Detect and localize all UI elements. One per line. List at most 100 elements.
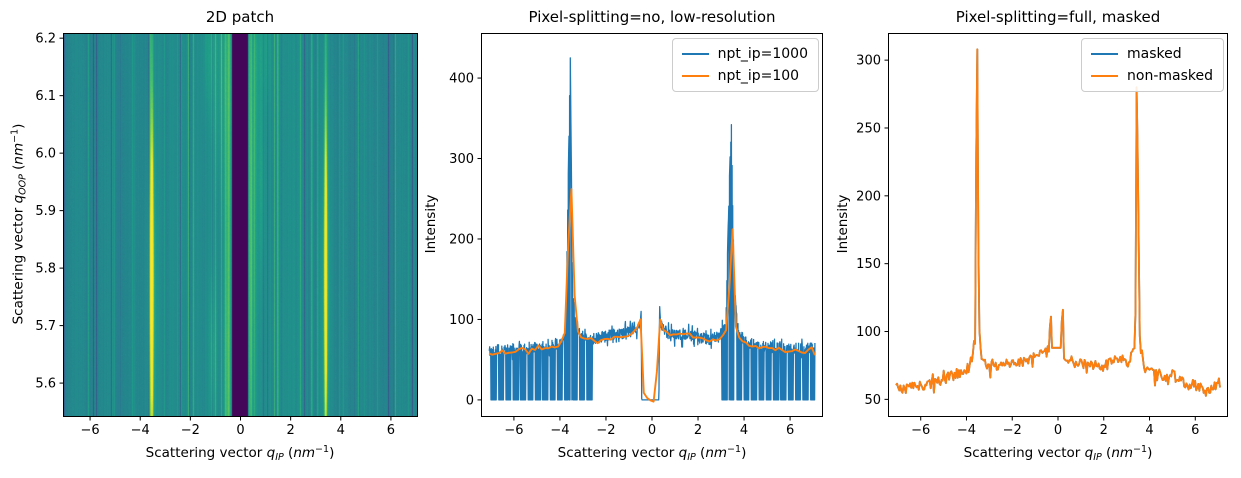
plot-title-2d-patch: 2D patch <box>205 8 275 26</box>
legend-line-swatch-blue <box>681 53 709 55</box>
unit-close: ) <box>329 445 335 461</box>
math-symbol: q <box>10 194 27 204</box>
math-subscript: OOP <box>17 174 29 195</box>
x-tick-label: −6 <box>504 423 523 438</box>
x-tick-label: 2 <box>287 423 295 438</box>
series-line-masked <box>895 48 1221 397</box>
legend-label: masked <box>1127 46 1182 62</box>
y-tick-label: 5.7 <box>35 319 56 334</box>
y-tick-label: 5.9 <box>35 204 56 219</box>
y-axis-label-intensity-right: Intensity <box>835 194 851 254</box>
unit-close: ) <box>741 445 747 461</box>
x-tick-label: 6 <box>786 423 794 438</box>
y-tick-label: 100 <box>856 325 881 340</box>
math-symbol: q <box>1084 445 1094 461</box>
x-axis-label-middle: Scattering vector qIP (nm−1) <box>558 444 747 463</box>
y-axis-label-qoop: Scattering vector qOOP (nm−1) <box>10 124 29 325</box>
unit-close: ) <box>1147 445 1153 461</box>
x-axis-label-text: Scattering vector <box>145 445 267 461</box>
line-chart-axes-right: −6 −4 −2 0 2 4 6 50 100 150 200 250 300 masked non-m… <box>856 33 1228 438</box>
y-tick-label: 400 <box>449 72 474 87</box>
legend-item: non-masked <box>1091 69 1213 83</box>
plot-title-pixel-split-no: Pixel-splitting=no, low-resolution <box>528 8 776 26</box>
legend-line-swatch-blue <box>1091 53 1119 55</box>
legend-middle: npt_ip=1000 npt_ip=100 <box>671 38 819 92</box>
x-tick-label: 0 <box>1054 423 1062 438</box>
heatmap-image <box>63 33 418 417</box>
unit-close: ) <box>10 123 27 129</box>
y-tick-label: 6.2 <box>35 32 56 47</box>
y-axis-label-text: Scattering vector <box>10 203 27 325</box>
unit-exponent: −1 <box>1133 444 1148 455</box>
plot-series-group <box>895 48 1221 397</box>
y-tick-label: 250 <box>856 121 881 136</box>
plot-spines <box>63 33 418 417</box>
y-tick-label: 50 <box>864 393 881 408</box>
y-tick-label: 150 <box>856 257 881 272</box>
x-axis-label-left: Scattering vector qIP (nm−1) <box>146 444 335 463</box>
x-axis-label-text: Scattering vector <box>557 445 679 461</box>
y-tick-label: 100 <box>449 313 474 328</box>
unit-text: nm <box>1111 445 1134 461</box>
legend-line-swatch-orange <box>681 75 709 77</box>
math-subscript: IP <box>687 452 696 463</box>
math-subscript: IP <box>275 452 284 463</box>
legend-label: non-masked <box>1127 68 1213 84</box>
y-tick-label: 300 <box>449 152 474 167</box>
x-tick-label: 2 <box>694 423 702 438</box>
unit-open: ( <box>695 445 706 461</box>
math-symbol: q <box>678 445 688 461</box>
plot-spines <box>888 33 1228 417</box>
heatmap-axes-decorations: −6 −4 −2 0 2 4 6 6.2 6.1 6.0 5.9 5.8 5.7 5.6 <box>35 32 418 438</box>
legend-line-swatch-orange <box>1091 75 1119 77</box>
y-tick-label: 200 <box>856 189 881 204</box>
legend-item: npt_ip=100 <box>681 68 808 84</box>
y-tick-label: 300 <box>856 54 881 69</box>
plot-title-pixel-split-full: Pixel-splitting=full, masked <box>955 8 1161 26</box>
unit-exponent: −1 <box>727 444 742 455</box>
x-tick-label: −2 <box>181 423 200 438</box>
unit-text: nm <box>293 445 316 461</box>
x-tick-label: −4 <box>550 423 569 438</box>
x-tick-label: −4 <box>957 423 976 438</box>
x-tick-label: 0 <box>648 423 656 438</box>
series-line-npt_ip=1000 <box>488 57 816 401</box>
x-tick-label: 6 <box>1191 423 1199 438</box>
unit-exponent: −1 <box>315 444 330 455</box>
y-tick-label: 5.6 <box>35 377 56 392</box>
x-tick-label: 0 <box>236 423 244 438</box>
x-tick-label: −6 <box>80 423 99 438</box>
legend-item: masked <box>1091 47 1213 61</box>
plot-spines <box>481 33 823 417</box>
x-tick-label: −2 <box>596 423 615 438</box>
unit-text: nm <box>705 445 728 461</box>
line-chart-right: −6 −4 −2 0 2 4 6 50 100 150 200 250 300 <box>856 33 1228 438</box>
y-tick-label: 200 <box>449 232 474 247</box>
x-axis-label-right: Scattering vector qIP (nm−1) <box>964 444 1153 463</box>
y-tick-label: 6.0 <box>35 147 56 162</box>
x-tick-label: −4 <box>131 423 150 438</box>
x-tick-label: 6 <box>387 423 395 438</box>
x-tick-label: −6 <box>911 423 930 438</box>
series-line-non-masked <box>895 48 1221 397</box>
line-chart-middle: −6 −4 −2 0 2 4 6 0 100 200 300 400 <box>449 33 823 438</box>
math-symbol: q <box>266 445 276 461</box>
x-axis-label-text: Scattering vector <box>963 445 1085 461</box>
legend-right: masked non-masked <box>1081 38 1224 92</box>
legend-label: npt_ip=1000 <box>717 46 808 62</box>
x-tick-label: 4 <box>740 423 748 438</box>
y-tick-label: 0 <box>466 393 474 408</box>
x-tick-label: −2 <box>1003 423 1022 438</box>
y-tick-label: 6.1 <box>35 89 56 104</box>
unit-open: ( <box>283 445 294 461</box>
x-tick-label: 2 <box>1100 423 1108 438</box>
legend-item: npt_ip=1000 <box>681 46 808 62</box>
math-subscript: IP <box>1093 452 1102 463</box>
legend-label: npt_ip=100 <box>717 68 800 84</box>
y-tick-label: 5.8 <box>35 262 56 277</box>
unit-open: ( <box>1101 445 1112 461</box>
line-chart-axes-middle: −6 −4 −2 0 2 4 6 0 100 200 300 400 npt_ip=1000 npt_… <box>449 33 823 438</box>
x-tick-label: 4 <box>337 423 345 438</box>
x-tick-label: 4 <box>1145 423 1153 438</box>
